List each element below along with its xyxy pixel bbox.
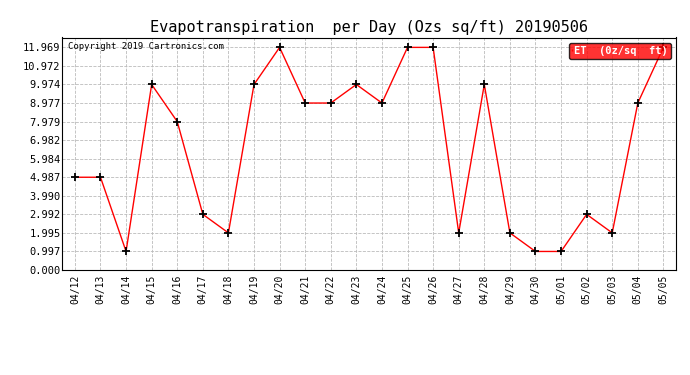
Text: Copyright 2019 Cartronics.com: Copyright 2019 Cartronics.com: [68, 42, 224, 51]
Title: Evapotranspiration  per Day (Ozs sq/ft) 20190506: Evapotranspiration per Day (Ozs sq/ft) 2…: [150, 20, 588, 35]
Legend: ET  (0z/sq  ft): ET (0z/sq ft): [569, 43, 671, 59]
